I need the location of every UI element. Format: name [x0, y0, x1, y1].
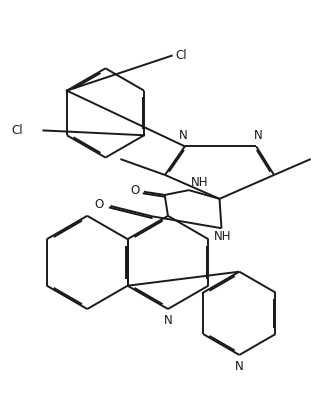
Text: N: N	[253, 130, 262, 143]
Text: O: O	[131, 184, 140, 197]
Text: N: N	[179, 130, 188, 143]
Text: Cl: Cl	[175, 49, 187, 62]
Text: NH: NH	[214, 230, 232, 243]
Text: O: O	[95, 198, 104, 211]
Text: NH: NH	[191, 175, 208, 189]
Text: N: N	[164, 314, 172, 327]
Text: N: N	[235, 360, 244, 373]
Text: Cl: Cl	[11, 124, 23, 137]
